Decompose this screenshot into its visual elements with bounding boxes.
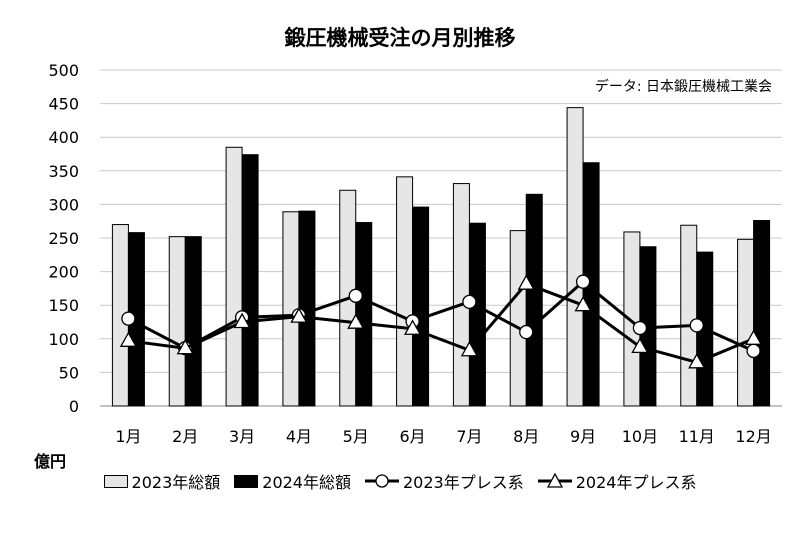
y-tick-label: 200 <box>48 263 79 282</box>
point-2023年プレス系 <box>462 294 477 309</box>
bar-2023年総額 <box>737 238 755 407</box>
bar-2023年総額 <box>396 176 414 407</box>
legend-swatch-2024-total <box>234 474 259 488</box>
point-2024年プレス系 <box>176 338 194 355</box>
point-2023年プレス系 <box>121 311 136 326</box>
bar-2023年総額 <box>623 231 641 407</box>
bar-2024年総額 <box>241 154 259 407</box>
x-tick-label: 12月 <box>735 427 771 446</box>
y-tick-label: 500 <box>48 61 79 80</box>
bar-2024年総額 <box>753 220 771 407</box>
bar-2023年総額 <box>509 230 527 407</box>
y-tick-label: 0 <box>69 397 79 416</box>
point-2023年プレス系 <box>632 320 648 336</box>
bar-2023年総額 <box>452 183 470 407</box>
point-2024年プレス系 <box>290 307 308 323</box>
x-tick-label: 8月 <box>513 427 539 446</box>
chart-title: 鍛圧機械受注の月別推移 <box>284 26 516 50</box>
y-tick-label: 450 <box>48 95 79 114</box>
y-tick-label: 350 <box>48 162 79 181</box>
y-tick-label: 250 <box>48 229 79 248</box>
y-tick-label: 100 <box>48 330 79 349</box>
point-2024年プレス系 <box>460 340 479 357</box>
y-tick-label: 300 <box>48 195 79 214</box>
x-tick-label: 2月 <box>172 427 198 446</box>
point-2024年プレス系 <box>233 312 251 329</box>
point-2024年プレス系 <box>744 329 763 345</box>
y-tick-label: 50 <box>59 363 79 382</box>
legend-label-2024-press: 2024年プレス系 <box>575 473 697 492</box>
legend-swatch-2023-press <box>365 474 399 488</box>
point-2024年プレス系 <box>517 274 535 290</box>
point-2023年プレス系 <box>519 324 534 340</box>
point-2024年プレス系 <box>403 319 422 335</box>
legend-label-2024-total: 2024年総額 <box>262 473 351 492</box>
point-2023年プレス系 <box>575 274 591 289</box>
x-tick-label: 11月 <box>679 427 715 446</box>
y-tick-label: 400 <box>48 128 79 147</box>
legend-item-2024-press: 2024年プレス系 <box>537 469 697 493</box>
bar-2023年総額 <box>168 236 186 407</box>
bar-2024年総額 <box>184 236 202 407</box>
bar-2023年総額 <box>225 146 243 407</box>
line-2024年プレス系 <box>128 282 755 364</box>
legend-label-2023-press: 2023年プレス系 <box>403 473 524 492</box>
x-tick-label: 10月 <box>622 427 658 446</box>
legend-item-2024-total: 2024年総額 <box>234 469 351 493</box>
legend-item-2023-total: 2023年総額 <box>103 469 221 493</box>
x-tick-label: 7月 <box>456 427 482 446</box>
x-tick-label: 1月 <box>115 427 141 446</box>
x-tick-label: 5月 <box>343 427 369 446</box>
bar-2023年総額 <box>566 107 584 407</box>
x-tick-label: 4月 <box>286 427 312 446</box>
legend-swatch-2024-press <box>537 473 572 488</box>
bar-2024年総額 <box>355 222 373 407</box>
bar-2024年総額 <box>412 206 430 407</box>
legend-swatch-2023-total <box>103 474 128 488</box>
x-tick-label: 6月 <box>399 427 425 446</box>
point-2023年プレス系 <box>348 288 363 303</box>
point-2024年プレス系 <box>347 313 365 329</box>
point-2024年プレス系 <box>119 331 138 347</box>
x-tick-label: 3月 <box>229 427 255 446</box>
bar-2024年総額 <box>525 193 543 407</box>
x-tick-label: 9月 <box>570 427 596 446</box>
chart-plot-area: 0 50 100 150 200 250 300 350 400 450 500 1月 2月 3月 4月 5月… <box>48 61 782 446</box>
chart-legend: 2023年総額 2024年総額 2023年プレス系 2024年プレス系 <box>0 469 800 493</box>
bar-2023年総額 <box>680 224 698 407</box>
point-2024年プレス系 <box>574 295 592 312</box>
data-source-note: データ: 日本鍛圧機械工業会 <box>594 79 772 95</box>
y-tick-label: 150 <box>48 296 79 315</box>
legend-label-2023-total: 2023年総額 <box>131 473 221 492</box>
legend-item-2023-press: 2023年プレス系 <box>365 469 524 493</box>
bar-2024年総額 <box>468 222 486 407</box>
point-2024年プレス系 <box>631 337 649 354</box>
y-axis-unit-label: 億円 <box>34 452 67 471</box>
line-2023年プレス系 <box>127 280 755 353</box>
point-2023年プレス系 <box>746 343 761 359</box>
point-2023年プレス系 <box>689 318 704 333</box>
point-2024年プレス系 <box>688 352 706 369</box>
